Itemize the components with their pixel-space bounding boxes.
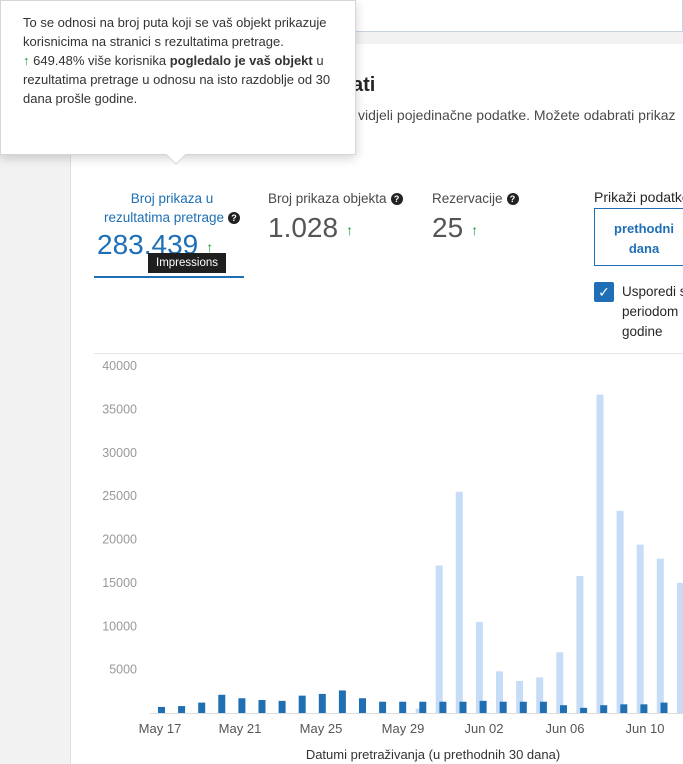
bar-previous-year [556,652,564,713]
compare-label-line2: periodom [622,304,679,319]
chart-separator [94,353,683,354]
metric-label-text: Broj prikaza objekta [268,191,387,206]
help-icon[interactable]: ? [228,212,241,224]
metric-label: Rezervacije? [432,189,519,208]
bar-current [318,693,326,713]
top-input-field[interactable] [300,0,683,32]
bar-current [278,700,286,713]
bar-current [218,694,226,713]
bar-previous-year [496,671,503,713]
section-intro: vidjeli pojedinačne podatke. Možete odab… [358,107,676,123]
tooltip-pct: 649.48% više korisnika [33,53,170,68]
period-button-line2: dana [628,241,660,256]
x-tick-label: May 29 [382,721,425,736]
bar-previous-year [475,621,483,713]
tooltip-bold: pogledalo je vaš objekt [169,53,313,68]
x-tick-label: May 21 [219,721,262,736]
tooltip-rest: u rezultatima pretrage u odnosu na isto … [23,53,331,106]
bar-current [238,698,246,713]
bar-current [158,706,165,713]
y-tick-label: 10000 [102,619,137,633]
bar-previous-year [435,565,443,713]
bar-current [499,701,507,713]
bar-current [660,702,668,713]
bar-current [178,706,186,713]
bar-previous-year [676,582,683,713]
section-title: ati [352,74,376,96]
x-tick-label: May 25 [300,721,343,736]
metric-label: Broj prikaza u rezultatima pretrage? [97,189,247,227]
period-button-line1: prethodni [614,221,674,236]
bar-current [298,695,306,713]
bar-current [439,701,447,713]
bar-previous-year [576,575,584,713]
metric-value: 25 [432,212,464,243]
bar-current [338,690,346,713]
metric-label-line1: Broj prikaza u [130,191,214,206]
bar-previous-year [636,544,644,713]
metric-property-views[interactable]: Broj prikaza objekta? 1.028 ↑ [268,189,403,244]
y-tick-label: 15000 [102,576,137,590]
bar-current [399,701,407,713]
y-tick-label: 30000 [102,446,137,460]
bar-current [419,701,427,713]
bar-previous-year [596,394,604,713]
x-tick-label: Jun 10 [625,721,664,736]
metric-reservations[interactable]: Rezervacije? 25 ↑ [432,189,519,244]
up-arrow-icon: ↑ [346,221,354,238]
x-tick-label: Jun 06 [545,721,584,736]
x-axis-title: Datumi pretraživanja (u prethodnih 30 da… [306,747,560,762]
y-tick-label: 20000 [102,533,137,547]
bar-current [640,704,648,713]
bar-previous-year [415,708,423,713]
bar-current [459,701,467,713]
compare-label-line1: Usporedi s [622,284,683,299]
tooltip-text: To se odnosi na broj puta koji se vaš ob… [23,15,327,49]
x-tick-label: Jun 02 [464,721,503,736]
bar-previous-year [516,680,524,713]
bar-current [580,707,588,713]
bar-previous-year [536,677,544,713]
metric-search-impressions[interactable]: Broj prikaza u rezultatima pretrage? 283… [97,189,247,261]
bar-current [539,701,547,713]
metric-label: Broj prikaza objekta? [268,189,403,208]
y-tick-label: 5000 [109,663,137,677]
compare-checkbox-label: Usporedi s periodom godine [622,282,683,342]
bar-previous-year [656,558,664,713]
bar-current [379,701,387,713]
active-tab-underline [94,276,244,278]
metric-label-text: Rezervacije [432,191,503,206]
compare-checkbox[interactable]: ✓ [594,282,614,302]
bar-current [519,701,527,713]
impressions-info-tooltip: To se odnosi na broj puta koji se vaš ob… [0,0,356,155]
y-tick-label: 40000 [102,359,137,373]
bar-current [479,700,487,713]
bar-previous-year [616,510,624,713]
bar-current [600,705,608,713]
metric-value-row: 25 ↑ [432,212,519,244]
compare-label-line3: godine [622,324,663,339]
bar-current [359,698,366,713]
bar-current [198,702,206,713]
show-data-label: Prikaži podatke [594,189,683,205]
metric-label-line2: rezultatima pretrage [103,210,225,225]
bar-current [560,705,567,713]
metric-value-row: 1.028 ↑ [268,212,403,244]
up-arrow-icon: ↑ [23,53,30,68]
bar-current [258,699,266,713]
y-tick-label: 25000 [102,489,137,503]
y-tick-label: 35000 [102,402,137,416]
x-tick-label: May 17 [139,721,182,736]
up-arrow-icon: ↑ [206,238,214,255]
impressions-bar-chart: 40000 35000 30000 25000 20000 15000 10000 5000 M… [102,359,683,762]
metric-value: 1.028 [268,212,339,243]
period-select-button[interactable]: prethodni dana [594,208,683,266]
impressions-hover-tooltip: Impressions [148,253,226,273]
help-icon[interactable]: ? [506,193,519,205]
help-icon[interactable]: ? [390,193,403,205]
bar-previous-year [455,491,463,713]
bar-current [620,704,628,713]
up-arrow-icon: ↑ [471,221,479,238]
